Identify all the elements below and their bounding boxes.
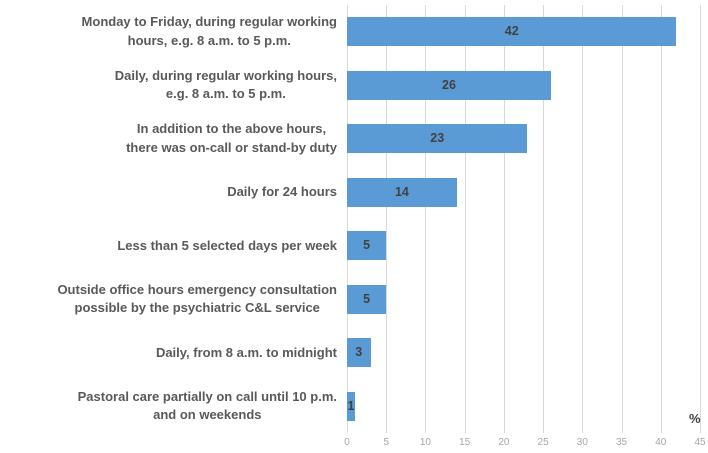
category-label: Daily for 24 hours [227,184,337,200]
category-label: Less than 5 selected days per week [117,237,337,253]
gridline [464,5,466,433]
x-tick-label: 5 [383,437,389,448]
gridline [660,5,662,433]
x-tick-label: 20 [498,437,510,448]
bar-value-label: 14 [394,184,409,199]
x-axis-unit-label: % [689,411,701,426]
bar-value-label: 5 [363,238,371,253]
category-row: Pastoral care partially on call until 10… [0,380,337,434]
bar-value-label: 5 [363,291,371,306]
bar-value-label: 23 [430,131,445,146]
category-row: Daily, from 8 a.m. to midnight [0,326,337,380]
bar-value-label: 3 [355,345,363,360]
gridline [386,5,388,433]
x-tick-label: 10 [419,437,431,448]
category-label: Outside office hours emergency consultat… [57,281,337,316]
x-tick-label: 30 [576,437,588,448]
x-tick-label: 25 [537,437,549,448]
bar [347,124,528,154]
bar [347,177,457,207]
category-row: Daily, during regular working hours, e.g… [0,59,337,113]
category-label: Pastoral care partially on call until 10… [77,388,337,423]
x-tick-label: 45 [694,437,706,448]
gridline [700,5,701,433]
bar [347,284,387,314]
x-tick-label: 15 [459,437,471,448]
bar [347,391,355,421]
category-label: Daily, during regular working hours, e.g… [114,67,337,102]
gridline [582,5,584,433]
bar [347,17,677,47]
bar [347,70,551,100]
bar-value-label: 42 [504,24,519,39]
category-row: Monday to Friday, during regular working… [0,5,337,59]
gridline [503,5,505,433]
category-row: Outside office hours emergency consultat… [0,273,337,327]
category-axis: Monday to Friday, during regular working… [0,5,347,433]
gridline [621,5,623,433]
category-row: Daily for 24 hours [0,166,337,220]
gridline [543,5,545,433]
category-label: In addition to the above hours, there wa… [126,121,337,155]
category-label: Monday to Friday, during regular working… [81,14,337,48]
gridline [347,5,348,433]
category-row: Less than 5 selected days per week [0,219,337,273]
bar-value-label: 26 [442,77,456,92]
x-axis-tick-labels: 0 5 10 15 20 25 30 35 40 45 [344,437,705,451]
plot-area: 42 26 23 14 5 5 3 1 [347,5,701,433]
x-tick-label: 40 [655,437,667,448]
bar [347,338,371,368]
bar [347,231,387,261]
bar-value-label: 1 [347,398,355,413]
x-tick-label: 35 [615,437,628,448]
category-row: In addition to the above hours, there wa… [0,112,337,166]
x-tick-label: 0 [344,437,350,448]
gridline [425,5,427,433]
category-label: Daily, from 8 a.m. to midnight [155,344,337,360]
